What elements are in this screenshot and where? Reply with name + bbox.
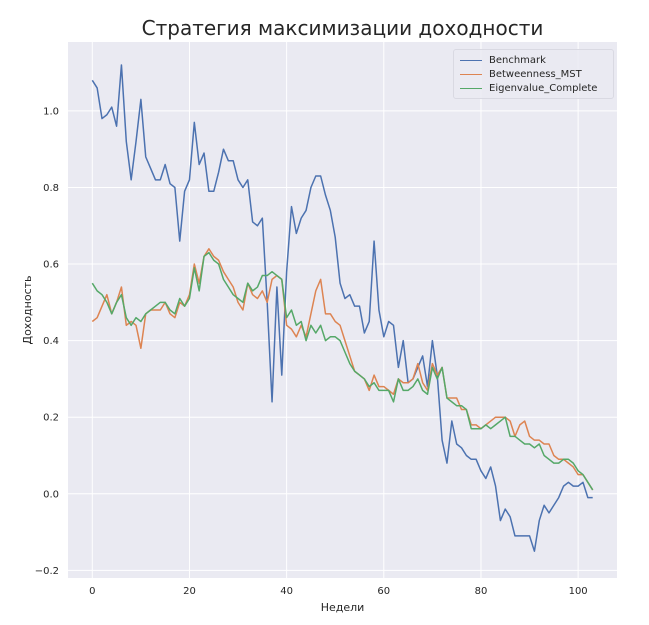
x-tick-label: 40 [280, 586, 293, 597]
legend-item-eigenvalue-complete: Eigenvalue_Complete [460, 81, 607, 95]
y-tick-label: −0.2 [35, 566, 59, 577]
legend-swatch-benchmark [460, 59, 482, 61]
legend-swatch-betweenness-mst [460, 73, 482, 75]
x-tick-label: 0 [89, 586, 95, 597]
x-tick-label: 100 [569, 586, 588, 597]
legend-label-betweenness-mst: Betweenness_MST [489, 68, 582, 80]
y-tick-label: 0.4 [43, 336, 59, 347]
series-lines [91, 64, 594, 552]
legend-item-benchmark: Benchmark [460, 53, 607, 67]
series-line-benchmark [91, 64, 593, 552]
series-line-eigenvalue-complete [91, 251, 594, 491]
x-tick-label: 20 [183, 586, 196, 597]
y-tick-label: 0.0 [43, 489, 59, 500]
y-axis-label: Доходность [21, 275, 34, 344]
x-tick-label: 80 [475, 586, 488, 597]
chart-title: Стратегия максимизации доходности [141, 16, 544, 40]
legend-label-eigenvalue-complete: Eigenvalue_Complete [489, 82, 598, 94]
grid-lines [68, 42, 617, 578]
y-tick-label: 1.0 [43, 106, 59, 117]
tick-labels: 0 20 40 60 80 100 −0.2 0.0 0.2 0.4 0.6 0.8 1.0 [35, 106, 588, 597]
legend-item-betweenness-mst: Betweenness_MST [460, 67, 607, 81]
y-tick-label: 0.2 [43, 413, 59, 424]
y-tick-label: 0.8 [43, 183, 59, 194]
y-tick-label: 0.6 [43, 260, 59, 271]
legend-swatch-eigenvalue-complete [460, 87, 482, 89]
x-tick-label: 60 [377, 586, 390, 597]
series-line-betweenness-mst [91, 247, 594, 491]
legend: Benchmark Betweenness_MST Eigenvalue_Com… [453, 49, 614, 99]
legend-label-benchmark: Benchmark [489, 54, 546, 66]
x-axis-label: Недели [321, 601, 365, 614]
